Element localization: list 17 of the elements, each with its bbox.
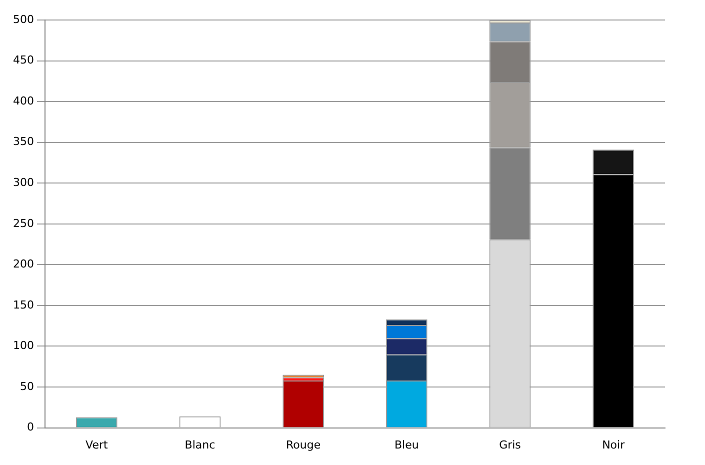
- x-tick-label: Noir: [602, 438, 626, 452]
- x-tick-label: Rouge: [286, 438, 321, 452]
- y-tick-label: 300: [12, 176, 34, 189]
- y-tick-label: 350: [12, 135, 34, 148]
- y-tick-label: 200: [12, 258, 34, 271]
- x-tick-label: Blanc: [184, 438, 216, 452]
- x-tick-label: Bleu: [394, 438, 419, 452]
- y-tick-label: 150: [12, 298, 34, 312]
- y-tick-label: 400: [12, 94, 34, 108]
- y-tick-label: 0: [26, 420, 34, 434]
- x-tick-label: Vert: [86, 438, 108, 452]
- y-tick-label: 500: [12, 12, 34, 26]
- y-tick-label: 50: [20, 380, 34, 393]
- y-tick-label: 450: [12, 54, 34, 67]
- x-tick-label: Gris: [499, 438, 522, 452]
- y-tick-label: 250: [12, 216, 34, 230]
- y-tick-label: 100: [12, 339, 34, 352]
